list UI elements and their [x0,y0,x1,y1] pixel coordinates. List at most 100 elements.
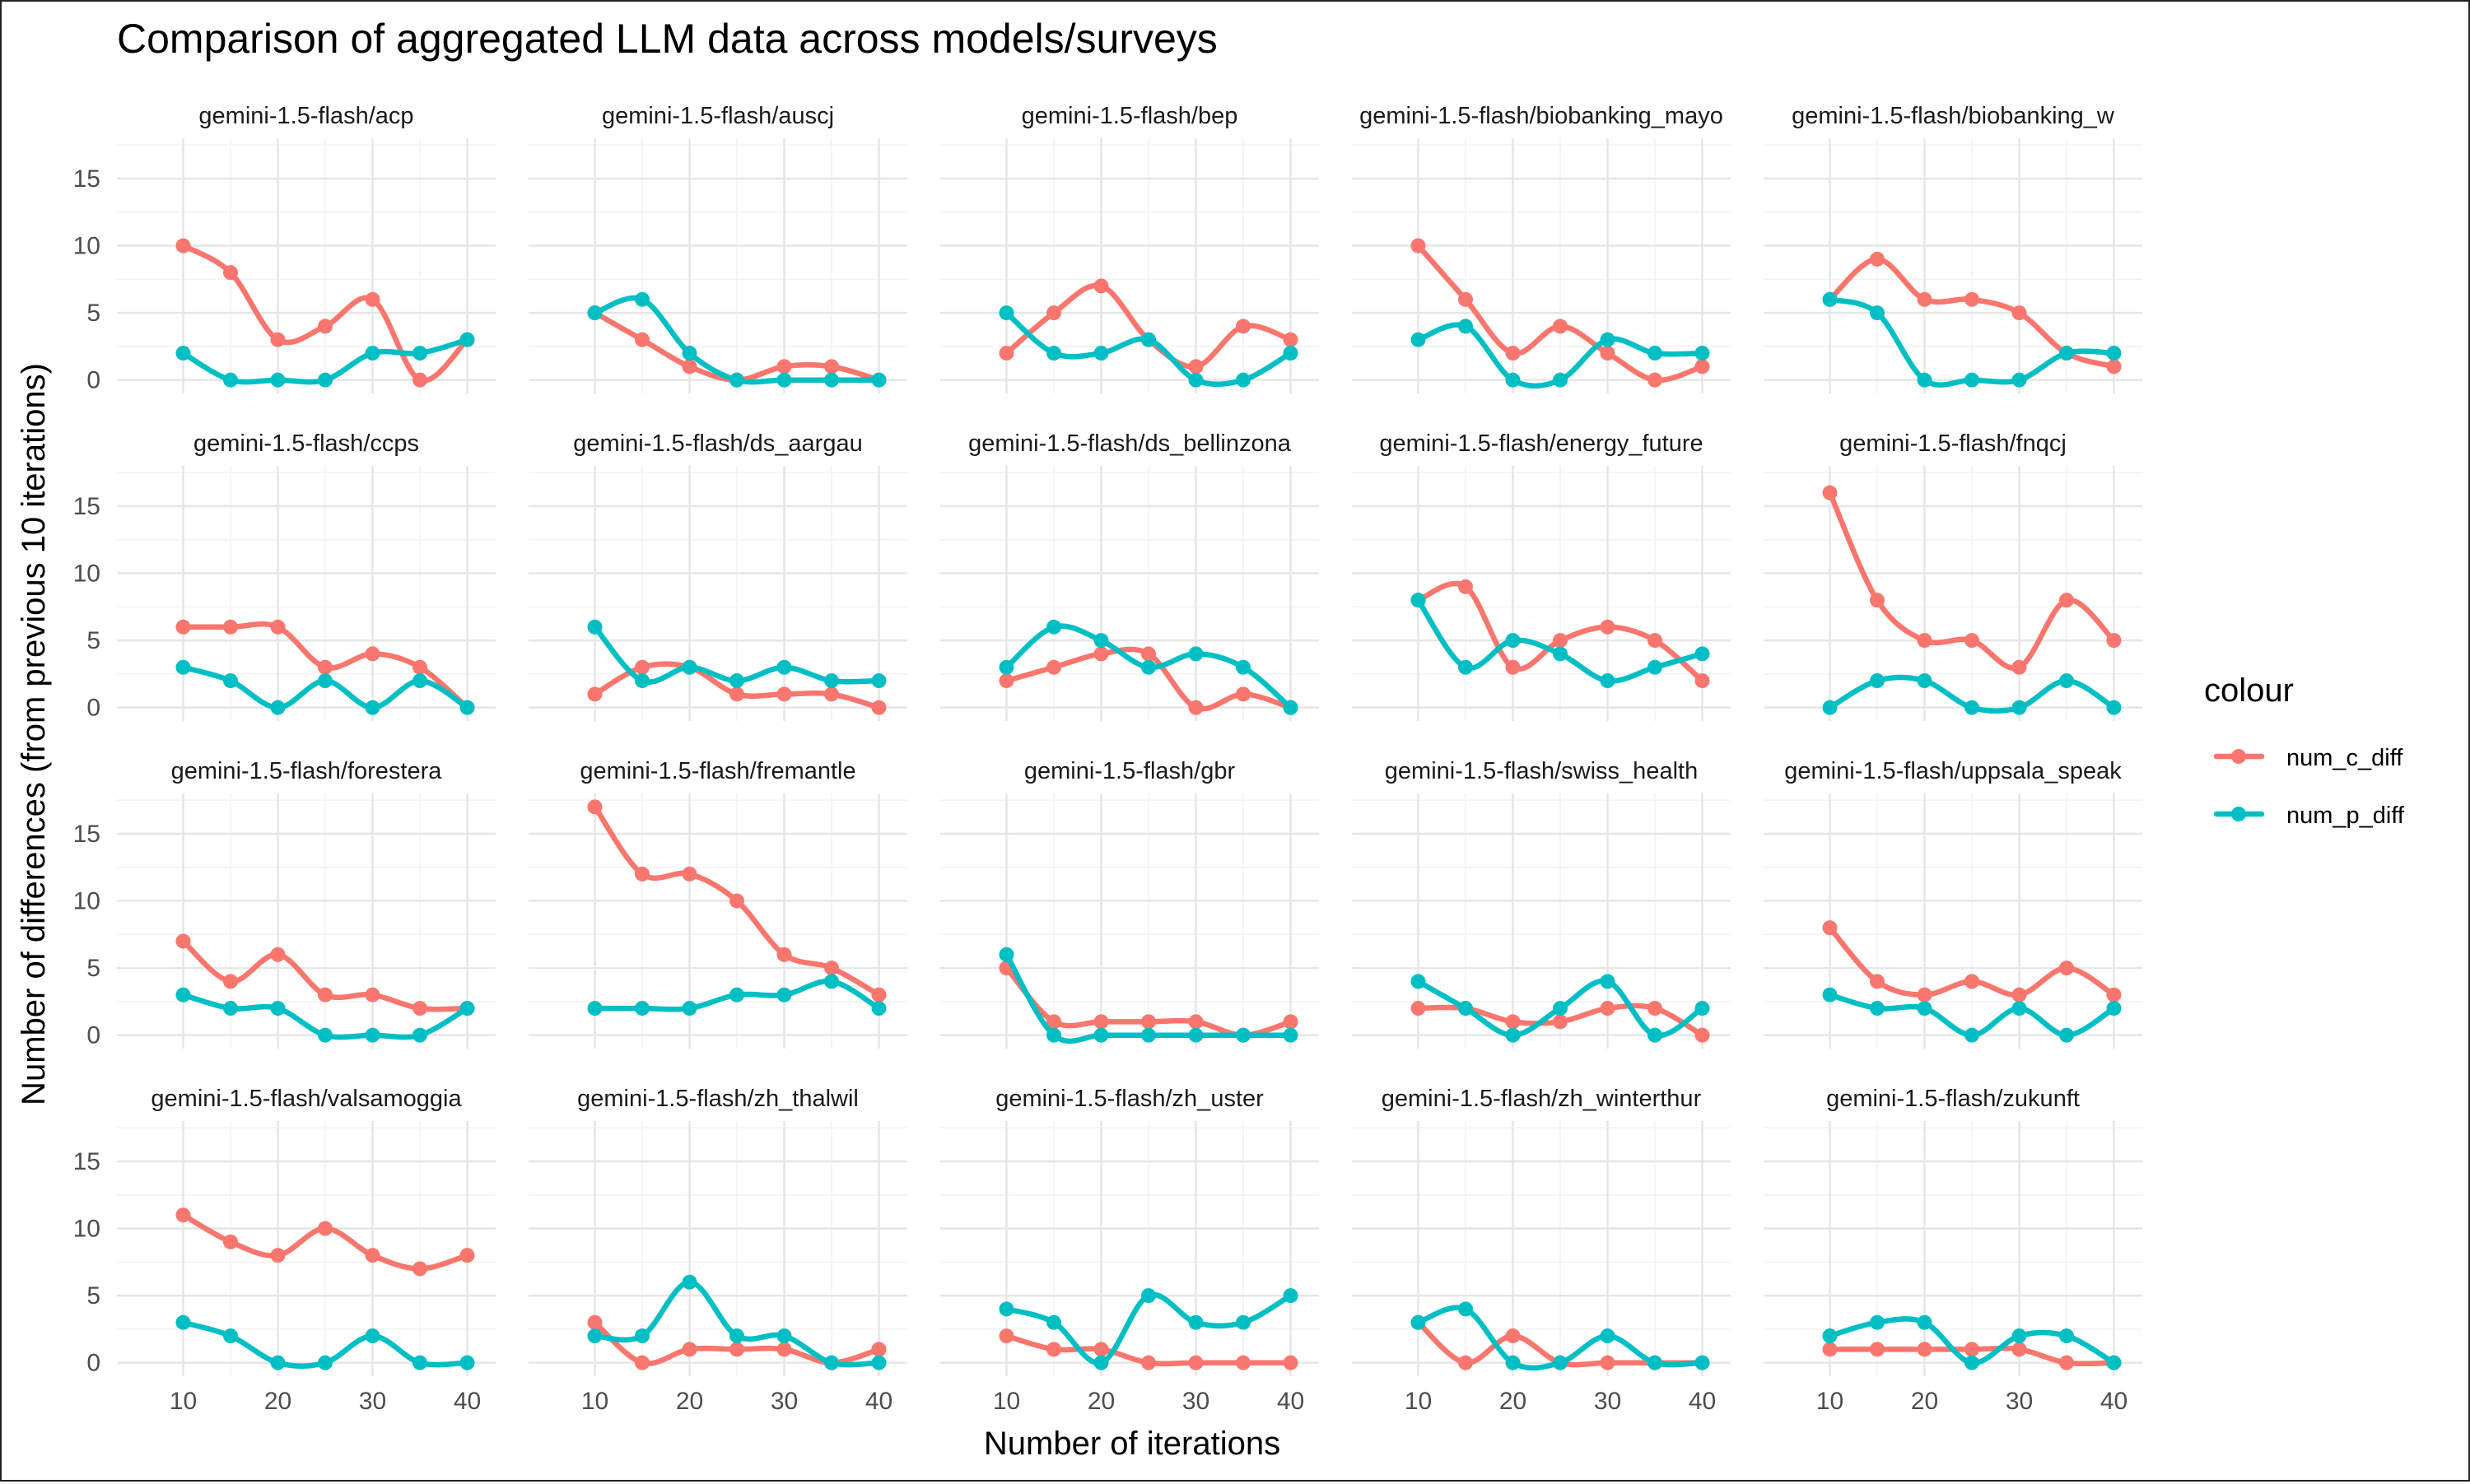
num_p_diff-point [1505,633,1521,649]
num_p_diff-point [459,1355,475,1370]
num_c_diff-point [824,686,839,702]
y-axis-title: Number of differences (from previous 10 … [16,363,52,1105]
facet-panel: gemini-1.5-flash/acp 0 5 10 15 [73,103,496,394]
num_c_diff-point [175,619,191,635]
panel-grid [529,1121,907,1376]
num_p_diff-point [1694,1001,1710,1016]
num_p_diff-point [2011,1001,2027,1016]
num_p_diff-point [1046,619,1061,635]
x-tick-label: 20 [1088,1388,1115,1415]
num_c_diff-point [223,1234,238,1249]
num_p_diff-point [1600,974,1615,989]
facet-label: gemini-1.5-flash/zukunft [1826,1086,2080,1112]
num_c_diff-point [871,987,887,1003]
facet-label: gemini-1.5-flash/fnqcj [1839,430,2067,457]
facet-label: gemini-1.5-flash/bep [1022,103,1238,129]
facet-panel: gemini-1.5-flash/fremantle [529,758,907,1049]
num_p_diff-point [1093,1027,1109,1043]
num_c_diff-point [1141,1355,1156,1370]
num_p_diff-point [270,1355,286,1370]
y-tick-label: 10 [73,561,100,588]
num_p_diff-point [587,1001,603,1016]
num_p_diff-point [1505,1027,1521,1043]
num_c_diff-point [318,659,333,675]
panel-grid [1352,1121,1731,1376]
chart-title: Comparison of aggregated LLM data across… [117,16,1218,62]
num_p_diff-point [999,1301,1014,1317]
num_c_diff-point [1046,305,1061,321]
num_p_diff-point [1458,1001,1473,1016]
legend-key-point [2231,749,2246,764]
panel-grid [940,793,1319,1049]
facet-label: gemini-1.5-flash/auscj [602,103,834,129]
num_p_diff-point [587,619,603,635]
num_p_diff-point [1283,346,1298,361]
num_p_diff-point [1822,1328,1838,1344]
num_p_diff-point [1964,700,1979,715]
facet-label: gemini-1.5-flash/acp [198,103,413,129]
num_c_diff-point [1870,1342,1885,1357]
num_p_diff-point [682,659,697,675]
num_c_diff-point [365,1248,380,1263]
num_c_diff-point [1870,974,1885,989]
num_p_diff-point [1694,1355,1710,1370]
num_p_diff-point [1410,332,1426,347]
num_c_diff-point [1046,1342,1061,1357]
facet-panel: gemini-1.5-flash/zh_thalwil 10 20 30 40 [529,1086,907,1415]
num_c_diff-point [1505,1014,1521,1030]
num_p_diff-point [2011,1328,2027,1344]
num_c_diff-point [270,947,286,962]
y-tick-label: 15 [73,821,100,848]
facet-label: gemini-1.5-flash/zh_thalwil [577,1086,859,1112]
num_p_diff-point [1917,372,1932,388]
num_c_diff-point [1553,633,1568,649]
num_p_diff-point [1283,1288,1298,1304]
num_c_diff-point [459,1248,475,1263]
y-tick-label: 0 [86,1022,100,1049]
num_c_diff-point [2011,659,2027,675]
num_c_diff-point [2011,305,2027,321]
y-tick-label: 15 [73,165,100,193]
num_p_diff-point [175,1314,191,1330]
num_c_diff-point [1647,633,1662,649]
num_c_diff-point [1600,1001,1615,1016]
panel-grid [529,466,907,721]
num_p_diff-point [824,1355,839,1370]
num_c_diff-point [270,332,286,347]
num_p_diff-point [2059,346,2074,361]
num_p_diff-point [682,346,697,361]
num_p_diff-point [223,673,238,689]
num_p_diff-point [175,346,191,361]
num_c_diff-point [412,1261,427,1277]
num_p_diff-point [2106,1001,2122,1016]
num_p_diff-point [1694,646,1710,662]
num_p_diff-point [1553,372,1568,388]
num_p_diff-point [459,332,475,347]
facet-label: gemini-1.5-flash/gbr [1024,758,1236,784]
facet-panel: gemini-1.5-flash/ccps 0 5 10 15 [73,430,496,722]
num_p_diff-point [1647,1355,1662,1370]
num_p_diff-point [1964,1355,1979,1370]
num_p_diff-point [1093,633,1109,649]
num_c_diff-point [1964,974,1979,989]
x-tick-label: 10 [993,1388,1020,1415]
num_p_diff-point [223,372,238,388]
num_p_diff-point [1458,319,1473,334]
num_c_diff-point [175,1207,191,1223]
num_c_diff-point [587,1314,603,1330]
y-tick-label: 10 [73,233,100,260]
num_c_diff-point [1236,1355,1251,1370]
panel-grid [1352,793,1731,1049]
facet-label: gemini-1.5-flash/uppsala_speak [1784,758,2122,784]
num_c_diff-point [1870,593,1885,608]
num_c_diff-point [1188,359,1204,374]
facet-panel: gemini-1.5-flash/energy_future [1352,430,1731,721]
facet-panel: gemini-1.5-flash/valsamoggia 0 5 10 15 10 20 30… [73,1086,496,1415]
num_c_diff-point [1505,346,1521,361]
num_c_diff-point [1917,291,1932,307]
x-tick-label: 30 [1594,1388,1621,1415]
x-tick-label: 10 [1405,1388,1432,1415]
num_p_diff-point [2106,346,2122,361]
num_c_diff-point [1694,1027,1710,1043]
